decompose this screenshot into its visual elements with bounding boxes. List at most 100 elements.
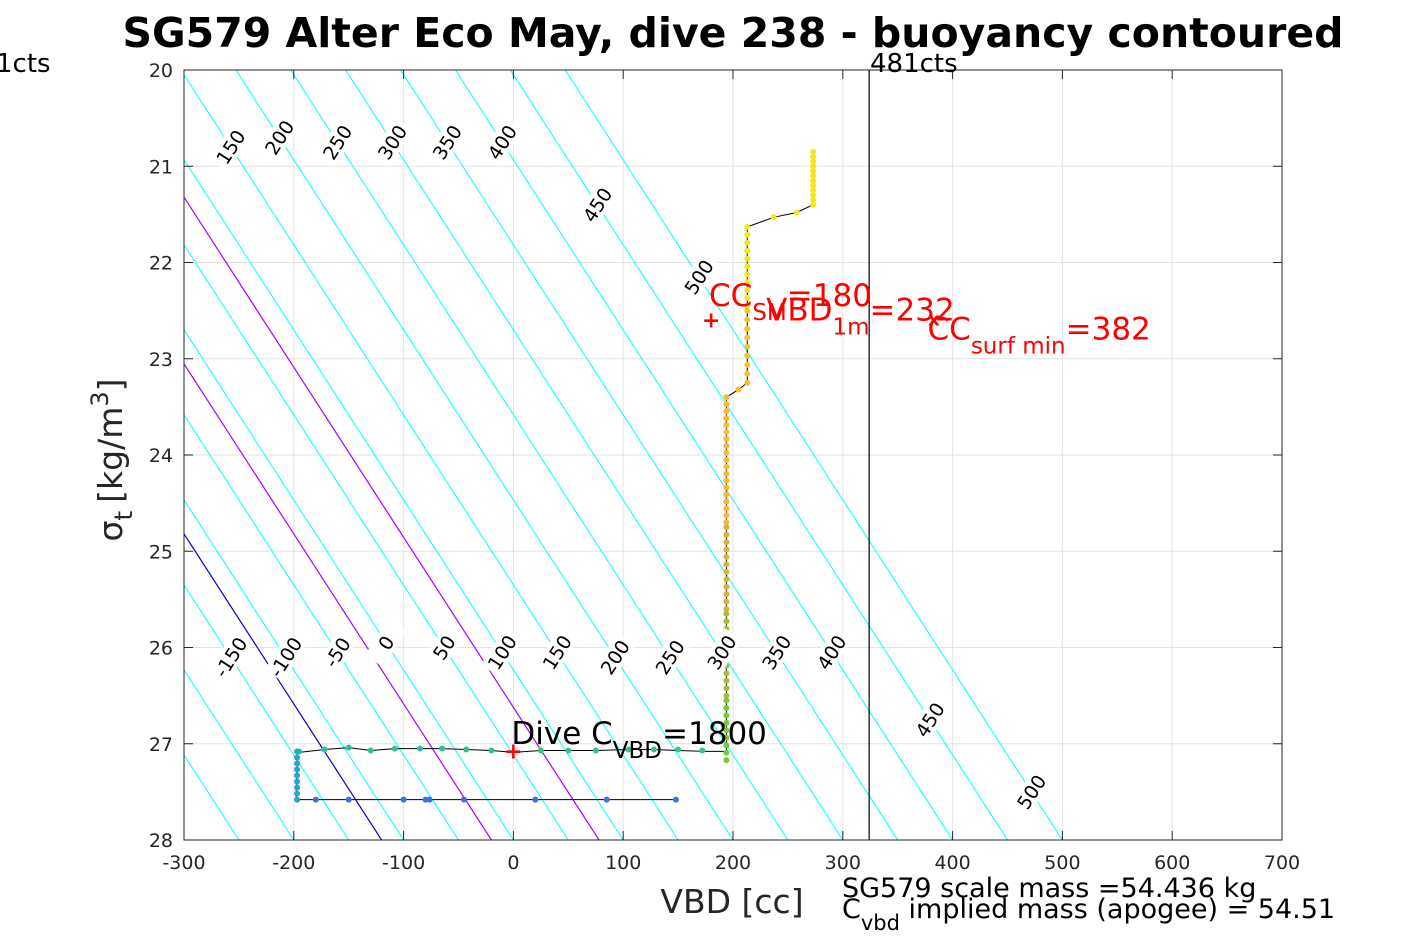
- x-tick-label: 200: [715, 852, 751, 874]
- data-point: [810, 196, 817, 203]
- contour-line: [184, 243, 569, 840]
- data-point: [723, 524, 730, 531]
- data-point: [723, 685, 730, 692]
- marker-cc-sm-plus: +: [702, 308, 720, 333]
- y-tick-label: 27: [149, 734, 173, 756]
- marker-dive-cvbd-plus: +: [504, 739, 522, 764]
- data-point: [294, 790, 301, 797]
- reference-line: [184, 362, 492, 840]
- data-point: [532, 796, 539, 803]
- data-point: [810, 182, 817, 189]
- x-tick-label: 100: [605, 852, 641, 874]
- contour-line: [184, 158, 624, 840]
- contour-label-bg: [810, 627, 853, 677]
- contour-label-bg: [755, 627, 798, 677]
- markers: + x +: [504, 308, 940, 764]
- data-point: [744, 316, 751, 323]
- data-point: [592, 747, 599, 754]
- implied-mass-text: Cvbd implied mass (apogee) = 54.51: [842, 894, 1335, 935]
- data-point: [810, 201, 817, 208]
- data-point: [400, 796, 407, 803]
- data-point: [460, 796, 467, 803]
- contour-label-bg: [316, 627, 359, 677]
- contour-line: [345, 70, 844, 840]
- data-point: [723, 697, 730, 704]
- x-tick-label: -100: [382, 852, 425, 874]
- marker-vbd-1m-x: x: [928, 309, 940, 330]
- data-point: [675, 746, 682, 753]
- data-point: [312, 796, 319, 803]
- data-point: [723, 394, 730, 401]
- data-point: [770, 214, 777, 221]
- data-point: [810, 148, 817, 155]
- data-point: [603, 796, 610, 803]
- data-point: [744, 287, 751, 294]
- contour-line: [184, 73, 679, 840]
- vertical-line-label: 481cts: [870, 49, 958, 79]
- contour-label-bg: [576, 180, 619, 230]
- data-point: [723, 591, 730, 598]
- data-point: [723, 583, 730, 590]
- data-point: [735, 386, 742, 393]
- data-point: [744, 223, 751, 230]
- annotation-sub: VBD: [613, 738, 662, 764]
- contour-line: [184, 498, 405, 840]
- contour-line: [184, 413, 459, 840]
- data-point: [744, 361, 751, 368]
- data-point: [537, 747, 544, 754]
- data-point: [723, 704, 730, 711]
- contour-label-bg: [264, 632, 307, 682]
- data-point: [793, 209, 800, 216]
- data-point: [723, 712, 730, 719]
- data-point: [367, 747, 374, 754]
- x-tick-label: 0: [507, 852, 519, 874]
- contour-label-bg: [371, 117, 414, 167]
- data-point: [723, 505, 730, 512]
- y-tick-label: 26: [149, 638, 173, 660]
- data-point: [744, 334, 751, 341]
- x-tick-label: 500: [1044, 852, 1080, 874]
- scale-mass-text: SG579 scale mass =54.436 kg: [842, 873, 1256, 904]
- contour-label-bg: [316, 117, 359, 167]
- annotation-value: =382: [1066, 312, 1151, 348]
- data-point: [810, 153, 817, 160]
- data-point: [723, 677, 730, 684]
- data-point: [723, 491, 730, 498]
- data-point: [723, 670, 730, 677]
- y-tick-label: 28: [149, 830, 173, 852]
- annotation-main: VBD: [766, 292, 832, 328]
- contour-label-bg: [677, 252, 721, 302]
- annotation-sub: SM: [752, 300, 786, 326]
- data-point: [723, 546, 730, 553]
- data-point: [723, 749, 730, 756]
- data-point: [744, 247, 751, 254]
- data-point: [565, 747, 572, 754]
- data-point: [744, 263, 751, 270]
- y-axis-label: σt [kg/m3]: [86, 378, 138, 541]
- data-point: [723, 561, 730, 568]
- data-point: [723, 456, 730, 463]
- y-axis-label-symbol: σ: [91, 521, 130, 542]
- data-point: [744, 325, 751, 332]
- data-point: [723, 463, 730, 470]
- data-point: [723, 449, 730, 456]
- contour-label-bg: [480, 627, 524, 677]
- data-point: [744, 352, 751, 359]
- data-point: [723, 727, 730, 734]
- data-point: [723, 568, 730, 575]
- contour-line: [400, 70, 899, 840]
- data-point: [294, 772, 301, 779]
- x-tick-label: 700: [1264, 852, 1300, 874]
- annotation-main: CC: [928, 312, 971, 348]
- data-point: [723, 484, 730, 491]
- data-point: [723, 742, 730, 749]
- data-point: [810, 168, 817, 175]
- data-point: [744, 239, 751, 246]
- data-point: [723, 576, 730, 583]
- data-point: [744, 231, 751, 238]
- data-point: [810, 172, 817, 179]
- profile-points: [294, 148, 817, 803]
- annotation-main: Dive C: [511, 716, 612, 752]
